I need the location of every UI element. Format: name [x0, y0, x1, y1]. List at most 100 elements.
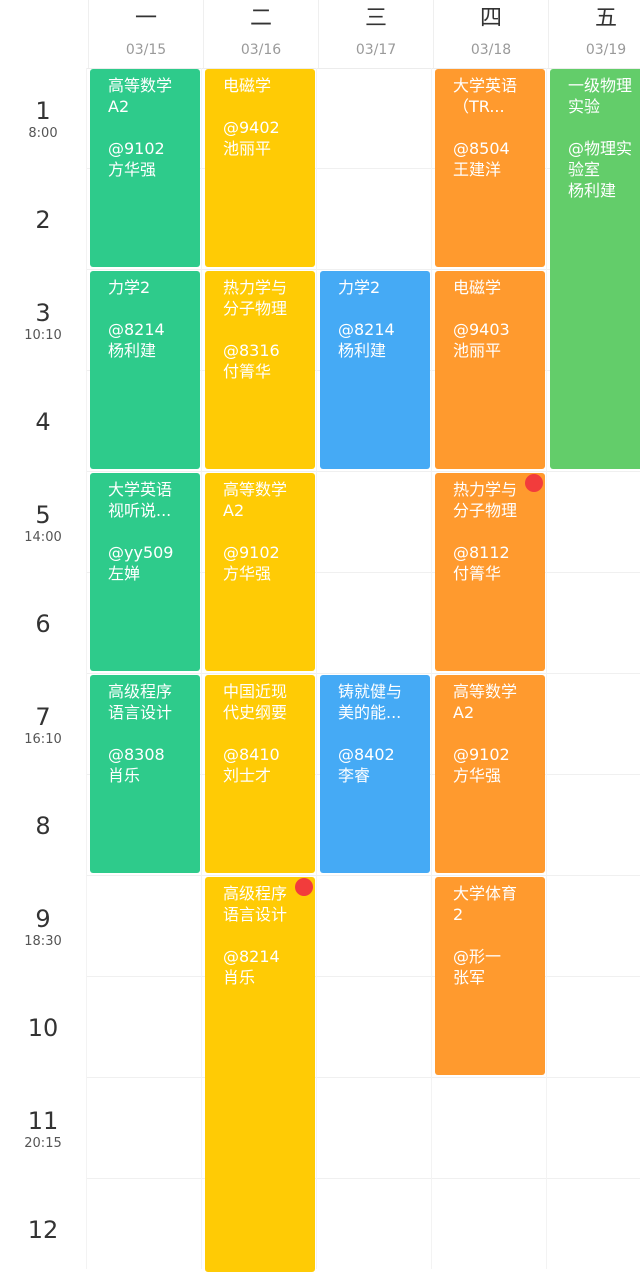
grid-row-divider [0, 269, 640, 270]
course-teacher: 池丽平 [453, 341, 502, 360]
course-block[interactable]: 高级程序 语言设计 @8308 肖乐 [90, 675, 200, 873]
period-number: 1 [35, 97, 51, 125]
course-name: 高等数学 A2 [453, 682, 518, 722]
course-room: @9403 [453, 320, 510, 339]
course-room: @8410 [223, 745, 280, 764]
course-room: @8504 [453, 139, 510, 158]
course-teacher: 方华强 [453, 766, 502, 785]
grid-row-divider [0, 976, 640, 977]
period-label: 2 [0, 169, 86, 270]
course-block[interactable]: 一级物理 实验 @物理实 验室 杨利建 [550, 69, 640, 469]
period-number: 5 [35, 501, 51, 529]
period-number: 6 [35, 610, 51, 638]
course-teacher: 方华强 [108, 160, 157, 179]
course-name: 力学2 [338, 278, 381, 297]
period-number: 7 [35, 703, 51, 731]
period-number: 9 [35, 905, 51, 933]
day-header[interactable]: 四 03/18 [433, 0, 548, 68]
course-block[interactable]: 热力学与 分子物理 @8112 付箐华 [435, 473, 545, 671]
course-block[interactable]: 大学英语 （TR... @8504 王建洋 [435, 69, 545, 267]
course-room: @9102 [223, 543, 280, 562]
timetable-grid: 1 8:00 2 3 10:10 4 5 14:00 6 7 16:10 8 9 18:30 10 11 20:… [0, 68, 640, 1280]
course-block[interactable]: 电磁学 @9402 池丽平 [205, 69, 315, 267]
course-room: @8214 [223, 947, 280, 966]
grid-column-divider [316, 68, 317, 1269]
day-header[interactable]: 一 03/15 [88, 0, 203, 68]
period-start-time: 8:00 [28, 126, 58, 141]
course-block[interactable]: 铸就健与 美的能... @8402 李睿 [320, 675, 430, 873]
day-date: 03/19 [585, 42, 627, 58]
course-name: 热力学与 分子物理 [453, 480, 518, 520]
course-name: 高级程序 语言设计 [108, 682, 173, 722]
course-name: 大学英语 （TR... [453, 76, 518, 116]
day-name: 一 [134, 6, 157, 31]
period-number: 12 [27, 1216, 59, 1244]
course-block[interactable]: 热力学与 分子物理 @8316 付箐华 [205, 271, 315, 469]
period-number: 11 [27, 1107, 59, 1135]
day-name: 四 [479, 6, 502, 31]
course-name: 铸就健与 美的能... [338, 682, 403, 722]
course-room: @9402 [223, 118, 280, 137]
course-name: 中国近现 代史纲要 [223, 682, 288, 722]
course-name: 一级物理 实验 [568, 76, 633, 116]
period-label: 10 [0, 977, 86, 1078]
period-start-time: 16:10 [24, 732, 62, 747]
period-start-time: 20:15 [24, 1136, 62, 1151]
course-teacher: 肖乐 [223, 968, 256, 987]
day-header[interactable]: 五 03/19 [548, 0, 640, 68]
course-teacher: 肖乐 [108, 766, 141, 785]
period-start-time: 10:10 [24, 328, 62, 343]
course-teacher: 杨利建 [108, 341, 157, 360]
period-number: 10 [27, 1014, 59, 1042]
course-name: 电磁学 [223, 76, 272, 95]
period-label: 7 16:10 [0, 674, 86, 775]
day-name: 三 [364, 6, 387, 31]
grid-column-divider [86, 68, 87, 1269]
day-name: 五 [594, 6, 617, 31]
period-label: 6 [0, 573, 86, 674]
course-teacher: 王建洋 [453, 160, 502, 179]
notification-dot [525, 474, 543, 492]
course-block[interactable]: 大学体育 2 @形一 张军 [435, 877, 545, 1075]
course-teacher: 池丽平 [223, 139, 272, 158]
course-room: @8316 [223, 341, 280, 360]
course-name: 高级程序 语言设计 [223, 884, 288, 924]
grid-row-divider [0, 875, 640, 876]
grid-column-divider [201, 68, 202, 1269]
grid-row-divider [0, 168, 640, 169]
period-label: 9 18:30 [0, 876, 86, 977]
grid-row-divider [0, 572, 640, 573]
course-room: @yy509 [108, 543, 174, 562]
grid-column-divider [431, 68, 432, 1269]
period-number: 2 [35, 206, 51, 234]
course-block[interactable]: 高等数学 A2 @9102 方华强 [205, 473, 315, 671]
period-label: 12 [0, 1179, 86, 1280]
course-room: @9102 [108, 139, 165, 158]
grid-row-divider [0, 471, 640, 472]
course-name: 高等数学 A2 [108, 76, 173, 116]
course-teacher: 杨利建 [568, 181, 617, 200]
course-room: @8112 [453, 543, 510, 562]
course-teacher: 张军 [453, 968, 486, 987]
course-block[interactable]: 高等数学 A2 @9102 方华强 [435, 675, 545, 873]
period-label: 4 [0, 371, 86, 472]
course-room: @形一 [453, 947, 502, 966]
course-block[interactable]: 中国近现 代史纲要 @8410 刘士才 [205, 675, 315, 873]
period-label: 8 [0, 775, 86, 876]
day-header[interactable]: 三 03/17 [318, 0, 433, 68]
period-label: 11 20:15 [0, 1078, 86, 1179]
notification-dot [295, 878, 313, 896]
course-block[interactable]: 大学英语 视听说... @yy509 左婵 [90, 473, 200, 671]
period-number: 8 [35, 812, 51, 840]
period-label: 3 10:10 [0, 270, 86, 371]
course-room: @8214 [108, 320, 165, 339]
course-block[interactable]: 电磁学 @9403 池丽平 [435, 271, 545, 469]
course-block[interactable]: 高等数学 A2 @9102 方华强 [90, 69, 200, 267]
course-teacher: 左婵 [108, 564, 141, 583]
course-name: 大学英语 视听说... [108, 480, 173, 520]
course-block[interactable]: 力学2 @8214 杨利建 [90, 271, 200, 469]
course-block[interactable]: 高级程序 语言设计 @8214 肖乐 [205, 877, 315, 1272]
course-block[interactable]: 力学2 @8214 杨利建 [320, 271, 430, 469]
day-header[interactable]: 二 03/16 [203, 0, 318, 68]
course-teacher: 付箐华 [223, 362, 272, 381]
